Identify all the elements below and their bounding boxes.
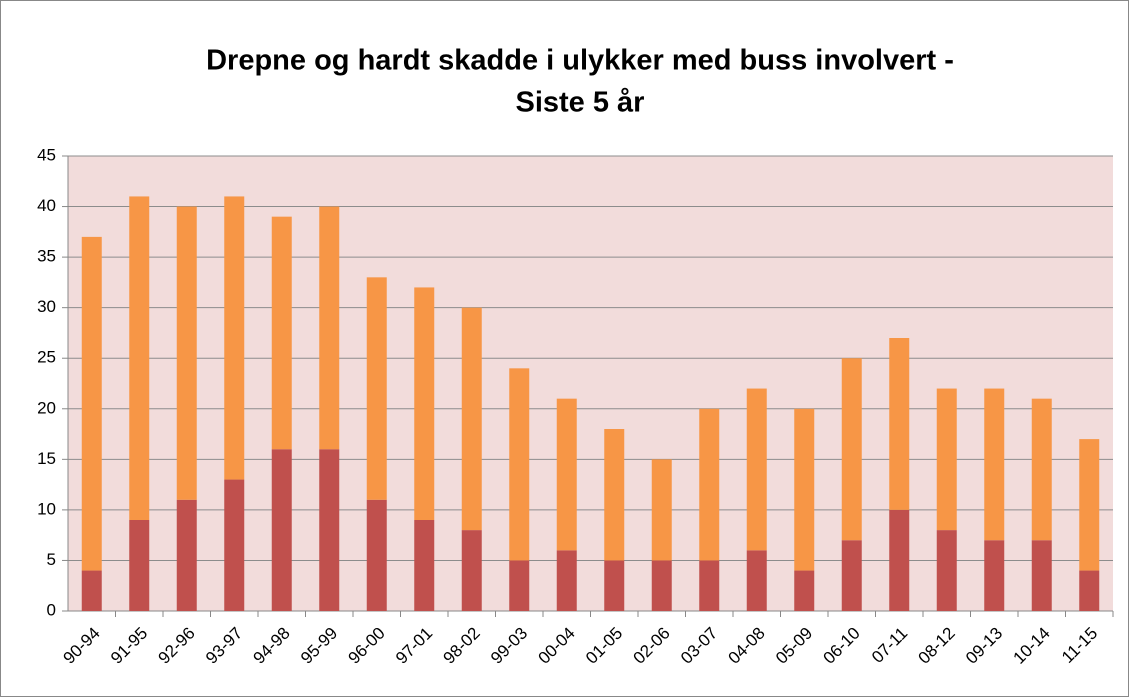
- bar-segment: [461, 530, 482, 611]
- bar-segment: [984, 540, 1005, 611]
- bar-segment: [509, 368, 530, 561]
- bar-segment: [319, 449, 340, 611]
- bar-segment: [1079, 439, 1100, 571]
- y-tick-label: 10: [37, 499, 56, 518]
- y-tick-label: 35: [37, 247, 56, 266]
- bar-segment: [746, 388, 767, 551]
- bar-segment: [984, 388, 1005, 541]
- y-tick-label: 30: [37, 297, 56, 316]
- bar-segment: [271, 216, 292, 450]
- bar-segment: [366, 277, 387, 500]
- bar-segment: [129, 196, 150, 520]
- bar-segment: [176, 499, 197, 611]
- bar-segment: [1079, 570, 1100, 611]
- bar-segment: [224, 196, 245, 480]
- bar-segment: [81, 570, 102, 611]
- bar-segment: [841, 358, 862, 541]
- bar-segment: [794, 408, 815, 571]
- bar-segment: [509, 560, 530, 611]
- bar-segment: [651, 459, 672, 561]
- bar-segment: [604, 560, 625, 611]
- bar-segment: [556, 398, 577, 551]
- bar-segment: [414, 520, 435, 611]
- bar-segment: [1031, 540, 1052, 611]
- bar-segment: [224, 479, 245, 611]
- bar-segment: [556, 550, 577, 611]
- bar-segment: [319, 206, 340, 450]
- bar-segment: [81, 236, 102, 571]
- bar-segment: [1031, 398, 1052, 541]
- chart-title: Siste 5 år: [516, 87, 645, 119]
- bar-segment: [841, 540, 862, 611]
- bar-segment: [889, 338, 910, 510]
- bar-segment: [461, 307, 482, 531]
- y-tick-label: 45: [37, 145, 56, 164]
- chart-title: Drepne og hardt skadde i ulykker med bus…: [206, 45, 954, 77]
- bar-segment: [936, 388, 957, 531]
- bar-segment: [366, 499, 387, 611]
- bar-segment: [699, 560, 720, 611]
- y-tick-label: 40: [37, 196, 56, 215]
- bar-segment: [651, 560, 672, 611]
- bar-segment: [604, 429, 625, 561]
- bar-segment: [414, 287, 435, 520]
- bar-segment: [746, 550, 767, 611]
- bar-segment: [129, 520, 150, 611]
- bar-segment: [889, 509, 910, 611]
- bar-segment: [936, 530, 957, 611]
- y-tick-label: 20: [37, 398, 56, 417]
- y-tick-label: 25: [37, 348, 56, 367]
- y-tick-label: 0: [47, 600, 56, 619]
- bar-segment: [794, 570, 815, 611]
- bar-segment: [699, 408, 720, 561]
- bar-segment: [271, 449, 292, 611]
- bar-segment: [176, 206, 197, 500]
- y-tick-label: 15: [37, 449, 56, 468]
- y-tick-label: 5: [47, 550, 56, 569]
